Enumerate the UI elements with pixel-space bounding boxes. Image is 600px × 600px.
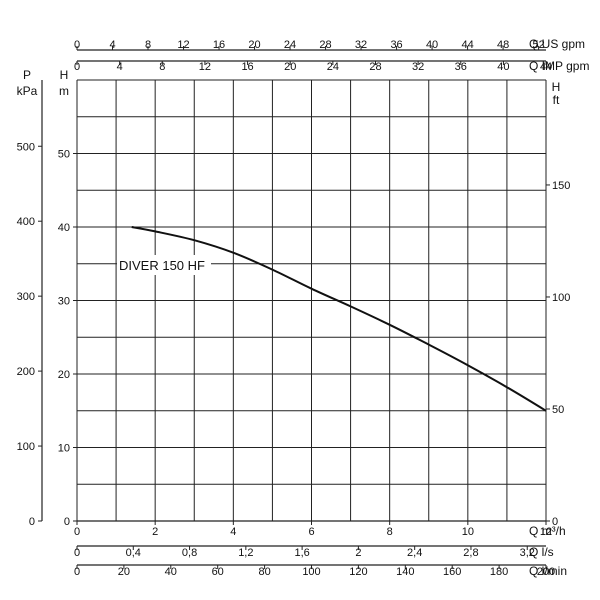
top_impgpm-tick-label: 44 [540, 61, 552, 73]
bottom_ls-tick-label: 2 [355, 547, 361, 559]
top_usgpm-tick-label: 48 [497, 39, 509, 51]
series-label: DIVER 150 HF [119, 258, 205, 273]
top_impgpm-tick-label: 0 [74, 61, 80, 73]
bottom_m3h-tick-label: 8 [387, 526, 393, 538]
top_usgpm-tick-label: 4 [109, 39, 115, 51]
bottom_lmin-tick-label: 80 [258, 566, 270, 578]
right_ft-tick-label: 150 [552, 180, 570, 192]
right_ft-tick-label: 100 [552, 292, 570, 304]
right_ft-tick-label: 0 [552, 516, 558, 528]
bottom_m3h-tick-label: 2 [152, 526, 158, 538]
top_impgpm-tick-label: 20 [284, 61, 296, 73]
bottom_lmin-tick-label: 180 [490, 566, 508, 578]
bottom_lmin-tick-label: 120 [349, 566, 367, 578]
bottom_lmin-tick-label: 20 [118, 566, 130, 578]
left_m-tick-label: 30 [58, 296, 70, 308]
bottom_ls-tick-label: 1,6 [294, 547, 309, 559]
bottom_ls-tick-label: 0 [74, 547, 80, 559]
left_kpa-tick-label: 200 [17, 366, 35, 378]
top_impgpm-axis-label: Q IMP gpm [529, 59, 589, 73]
bottom_m3h-tick-label: 10 [462, 526, 474, 538]
left_kpa-unit-label: kPa [17, 84, 38, 98]
bottom_m3h-tick-label: 12 [540, 526, 552, 538]
top_usgpm-tick-label: 20 [248, 39, 260, 51]
bottom_lmin-tick-label: 60 [212, 566, 224, 578]
bottom_lmin-tick-label: 40 [165, 566, 177, 578]
left_kpa-tick-label: 0 [29, 516, 35, 528]
labels: 0 2 4 6 8 10 12Q m³/h0 0,4 0,8 1,2 1,6 2 2,4 2,8 3,2Q … [17, 37, 590, 578]
bottom_ls-tick-label: 0,8 [182, 547, 197, 559]
top_impgpm-tick-label: 8 [159, 61, 165, 73]
bottom_m3h-tick-label: 6 [308, 526, 314, 538]
bottom_m3h-tick-label: 0 [74, 526, 80, 538]
top_usgpm-tick-label: 32 [355, 39, 367, 51]
bottom_ls-tick-label: 3,2 [520, 547, 535, 559]
top_impgpm-tick-label: 12 [199, 61, 211, 73]
series-label-background [117, 255, 211, 275]
left_m-tick-label: 0 [64, 516, 70, 528]
bottom_lmin-tick-label: 140 [396, 566, 414, 578]
top_usgpm-tick-label: 44 [461, 39, 473, 51]
right_ft-unit-label: ft [553, 93, 560, 107]
left_kpa-tick-label: 100 [17, 441, 35, 453]
top_usgpm-tick-label: 24 [284, 39, 296, 51]
top_impgpm-tick-label: 16 [241, 61, 253, 73]
top_usgpm-tick-label: 12 [177, 39, 189, 51]
bottom_lmin-tick-label: 100 [302, 566, 320, 578]
bottom_m3h-tick-label: 4 [230, 526, 236, 538]
top_usgpm-tick-label: 40 [426, 39, 438, 51]
axes [38, 46, 550, 569]
top_impgpm-tick-label: 40 [497, 61, 509, 73]
left_m-axis-label: H [60, 68, 69, 82]
bottom_lmin-axis-label: Q l/min [529, 564, 567, 578]
bottom_lmin-tick-label: 200 [537, 566, 555, 578]
top_usgpm-tick-label: 28 [319, 39, 331, 51]
left_m-unit-label: m [59, 84, 69, 98]
top_usgpm-tick-label: 16 [213, 39, 225, 51]
bottom_lmin-tick-label: 0 [74, 566, 80, 578]
top_impgpm-tick-label: 28 [369, 61, 381, 73]
top_usgpm-tick-label: 36 [390, 39, 402, 51]
right_ft-tick-label: 50 [552, 404, 564, 416]
bottom_ls-tick-label: 0,4 [126, 547, 141, 559]
left_kpa-tick-label: 400 [17, 216, 35, 228]
top_usgpm-tick-label: 52 [532, 39, 544, 51]
left_m-tick-label: 20 [58, 369, 70, 381]
right_ft-axis-label: H [552, 80, 561, 94]
curve-layer [131, 226, 547, 412]
top_usgpm-tick-label: 0 [74, 39, 80, 51]
bottom_ls-axis-label: Q l/s [529, 545, 554, 559]
top_usgpm-tick-label: 8 [145, 39, 151, 51]
bottom_ls-tick-label: 1,2 [238, 547, 253, 559]
left_kpa-axis-label: P [23, 68, 31, 82]
top_impgpm-tick-label: 36 [455, 61, 467, 73]
bottom_ls-tick-label: 2,4 [407, 547, 422, 559]
top_impgpm-tick-label: 4 [117, 61, 123, 73]
top_usgpm-axis-label: Q US gpm [529, 37, 585, 51]
top_impgpm-tick-label: 24 [327, 61, 339, 73]
bottom_ls-tick-label: 2,8 [463, 547, 478, 559]
bottom_lmin-tick-label: 160 [443, 566, 461, 578]
top_impgpm-tick-label: 32 [412, 61, 424, 73]
left_kpa-tick-label: 300 [17, 291, 35, 303]
left_m-tick-label: 10 [58, 443, 70, 455]
left_kpa-tick-label: 500 [17, 141, 35, 153]
bottom_m3h-axis-label: Q m³/h [529, 524, 566, 538]
series-line-diver-150-hf [131, 226, 547, 412]
left_m-tick-label: 50 [58, 149, 70, 161]
left_m-tick-label: 40 [58, 222, 70, 234]
grid [76, 79, 547, 522]
